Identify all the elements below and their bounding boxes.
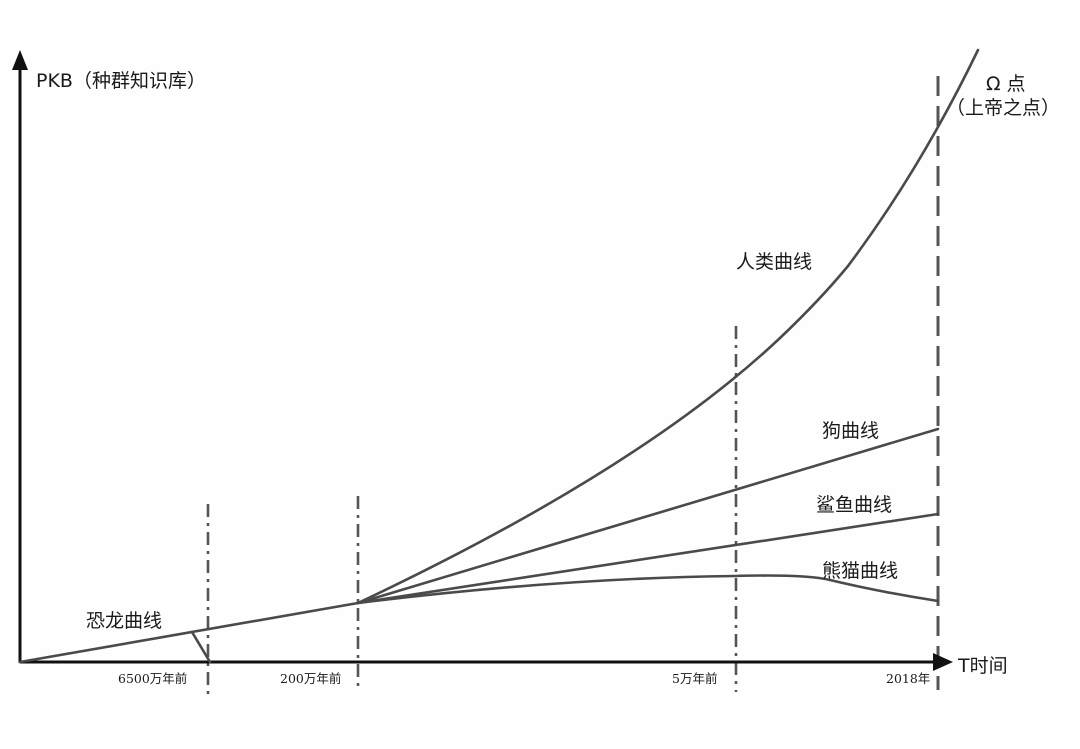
common-ancestor-line	[18, 601, 360, 664]
x-axis-arrow-icon	[933, 653, 953, 671]
shark-curve-label: 鲨鱼曲线	[816, 494, 892, 516]
panda-curve-label: 熊猫曲线	[822, 560, 898, 582]
omega-point-label: Ω 点	[986, 73, 1026, 95]
y-axis-label: PKB（种群知识库）	[36, 70, 206, 92]
human-curve	[356, 48, 980, 605]
dog-curve-label: 狗曲线	[822, 420, 879, 442]
x-axis-label: T时间	[957, 655, 1008, 677]
tick-label-2018: 2018年	[886, 671, 930, 686]
shark-curve	[356, 512, 940, 605]
human-curve-label: 人类曲线	[736, 251, 812, 273]
panda-curve	[356, 574, 940, 605]
y-axis-arrow-icon	[12, 50, 28, 70]
tick-label-65m: 6500万年前	[118, 671, 187, 686]
dinosaur-curve	[190, 630, 212, 664]
tick-label-2m: 200万年前	[280, 671, 341, 686]
dog-curve	[356, 427, 940, 605]
tick-label-50k: 5万年前	[672, 671, 717, 686]
omega-point-sublabel: （上帝之点）	[946, 97, 1060, 119]
dinosaur-curve-label: 恐龙曲线	[86, 610, 162, 632]
